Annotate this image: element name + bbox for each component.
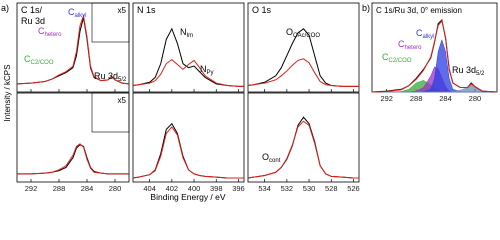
panel-title: C 1s/Ru 3d, 0° emission — [376, 6, 462, 15]
x-tick-label: 400 — [188, 184, 201, 193]
plot-frame — [247, 2, 360, 93]
annotation-text: C — [38, 26, 45, 36]
plot-frame — [132, 2, 245, 93]
annotation-text: C — [24, 54, 31, 64]
annotation: Ocont — [262, 152, 281, 164]
spectrum-line — [247, 116, 359, 179]
annotation-subscript: Py — [207, 70, 214, 76]
annotation: Calkyl — [416, 28, 435, 40]
inset-frame — [91, 2, 130, 43]
annotation-text: C — [68, 7, 75, 17]
x-tick-label: 284 — [81, 184, 94, 193]
spectrum-line — [371, 19, 498, 93]
annotation-text: N — [180, 27, 187, 37]
x-tick-label: 530 — [303, 184, 316, 193]
inset-frame — [91, 92, 130, 133]
x-tick-label: 398 — [210, 184, 223, 193]
annotation-text: C — [416, 28, 423, 38]
x-tick-label: 284 — [439, 94, 452, 103]
annotation: OOAc/COO — [286, 27, 320, 39]
component-area — [372, 38, 497, 93]
x-tick-label: 402 — [166, 184, 179, 193]
annotation: CC2/COO — [24, 54, 54, 66]
x-tick-label: 396 — [232, 184, 245, 193]
panel-label: a) — [1, 3, 9, 13]
annotation-subscript: hetero — [405, 45, 423, 51]
spectrum-line — [132, 27, 244, 87]
spectrum-line — [132, 58, 244, 87]
annotation-subscript: hetero — [45, 32, 63, 38]
annotation-subscript: Im — [187, 33, 194, 39]
x-tick-label: 532 — [281, 184, 294, 193]
panel-title: O 1s — [252, 5, 272, 15]
annotation-text: N — [200, 64, 207, 74]
panel-title: Ru 3d — [21, 16, 45, 26]
y-axis-label: Intensity / kCPS — [3, 65, 12, 122]
annotation: NPy — [200, 64, 214, 76]
x-tick-label: 404 — [143, 184, 156, 193]
spectrum-line — [17, 143, 129, 175]
x-tick-label: 280 — [109, 184, 122, 193]
annotation-subscript: OAc/COO — [293, 33, 320, 39]
plot-frame — [247, 92, 360, 183]
annotation-text: Ru 3d — [94, 71, 118, 81]
annotation: Chetero — [38, 26, 62, 38]
inset-label: x5 — [118, 96, 127, 105]
panel-title: N 1s — [137, 5, 156, 15]
annotation-subscript: alkyl — [75, 13, 87, 19]
figure: a) b) Intensity / kCPS Binding Energy / … — [1, 2, 498, 202]
x-axis-label: Binding Energy / eV — [150, 192, 225, 202]
spectrum-line — [132, 126, 244, 179]
annotation-subscript: cont — [269, 158, 281, 164]
annotation-subscript: C2/COO — [389, 58, 412, 64]
plot-frame — [16, 2, 130, 93]
inset-label: x5 — [118, 6, 127, 15]
spectrum-line — [247, 120, 359, 179]
annotation: Ru 3d5/2 — [94, 71, 127, 83]
annotation-subscript: 5/2 — [476, 71, 485, 77]
annotation-text: Ru 3d — [452, 65, 476, 75]
x-tick-label: 292 — [380, 94, 393, 103]
x-tick-label: 288 — [410, 94, 423, 103]
annotation-text: O — [286, 27, 293, 37]
x-tick-label: 528 — [325, 184, 338, 193]
annotation: Calkyl — [68, 7, 87, 19]
component-area — [372, 83, 498, 93]
x-tick-label: 534 — [258, 184, 271, 193]
annotation: Chetero — [398, 39, 422, 51]
annotation-text: O — [262, 152, 269, 162]
plot-frame — [16, 92, 130, 183]
annotation-text: C — [382, 52, 389, 62]
annotation: Ru 3d5/2 — [452, 65, 485, 77]
x-tick-label: 280 — [469, 94, 482, 103]
annotation-text: C — [398, 39, 405, 49]
x-tick-label: 288 — [53, 184, 66, 193]
spectrum-line — [17, 144, 129, 175]
spectrum-line — [16, 13, 130, 85]
annotation: CC2/COO — [382, 52, 412, 64]
spectrum-line — [247, 58, 359, 87]
x-tick-label: 292 — [25, 184, 38, 193]
annotation-subscript: 5/2 — [118, 77, 127, 83]
panel-title: C 1s/ — [21, 5, 43, 15]
x-tick-label: 526 — [347, 184, 360, 193]
annotation-subscript: C2/COO — [31, 60, 54, 66]
annotation-subscript: alkyl — [423, 34, 435, 40]
annotation: NIm — [180, 27, 193, 39]
plot-frame — [132, 92, 245, 183]
panel-label: b) — [362, 3, 370, 13]
